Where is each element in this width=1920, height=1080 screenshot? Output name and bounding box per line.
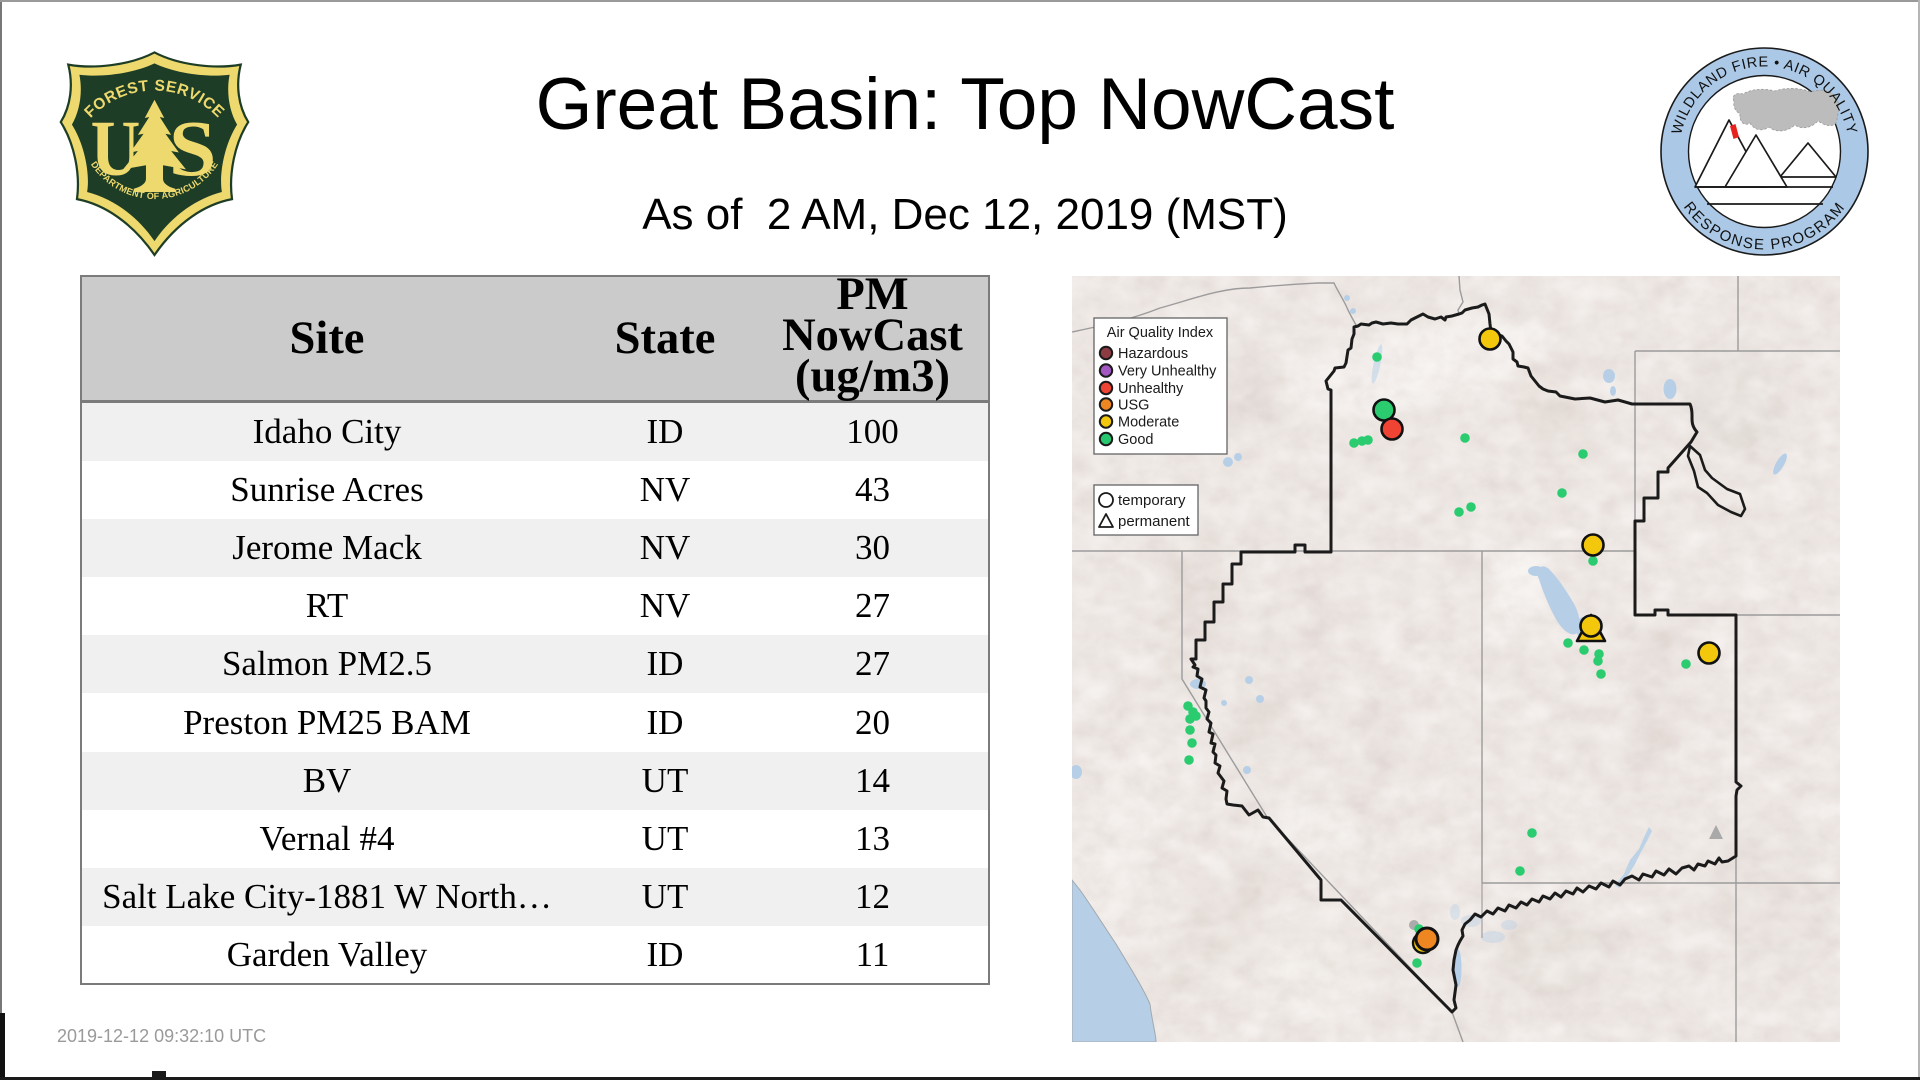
svg-text:Hazardous: Hazardous	[1118, 346, 1188, 362]
svg-text:Air Quality Index: Air Quality Index	[1107, 325, 1214, 341]
svg-text:Good: Good	[1118, 432, 1153, 448]
svg-text:Unhealthy: Unhealthy	[1118, 381, 1184, 397]
svg-text:U: U	[91, 105, 141, 193]
svg-text:Moderate: Moderate	[1118, 415, 1179, 431]
svg-text:Very Unhealthy: Very Unhealthy	[1118, 364, 1217, 380]
svg-text:temporary: temporary	[1118, 492, 1186, 509]
svg-text:USG: USG	[1118, 398, 1149, 414]
svg-text:S: S	[169, 105, 217, 193]
svg-text:permanent: permanent	[1118, 513, 1191, 530]
